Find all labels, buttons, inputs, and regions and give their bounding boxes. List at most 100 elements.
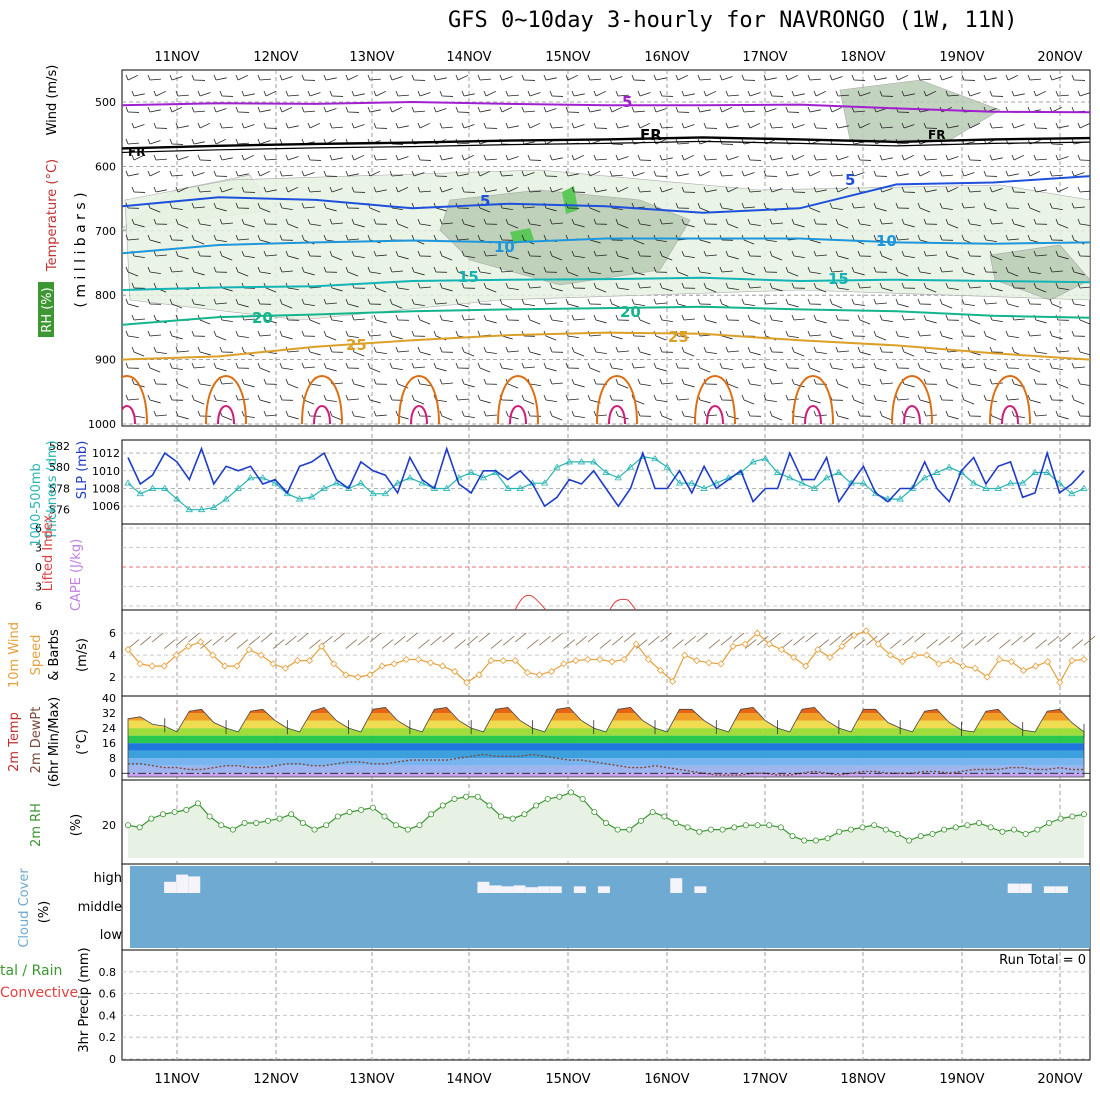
- thickness-point: [271, 479, 279, 486]
- wind-barb: [727, 350, 739, 353]
- wind-barb-flag: [719, 74, 723, 81]
- wind-barb-flag: [719, 170, 723, 177]
- wind-barb-flag: [747, 410, 751, 417]
- wind-barb-flag: [703, 346, 707, 353]
- rh2m-point: [696, 828, 703, 835]
- wind-barb: [903, 154, 915, 161]
- wind-barb-flag: [873, 330, 877, 337]
- wind-barb-flag: [329, 314, 333, 321]
- wind-barb: [985, 367, 997, 372]
- wind-barb-flag: [879, 410, 883, 417]
- wind-barb-flag: [1011, 154, 1015, 161]
- wind-barb: [479, 78, 491, 81]
- wind10m-point: [923, 651, 931, 659]
- wind-barb-flag: [307, 378, 311, 385]
- wind10m-point: [1032, 662, 1040, 670]
- wind-barb: [149, 170, 161, 177]
- wind-barb-flag: [675, 170, 679, 177]
- cape-label: CAPE (J/kg): [69, 539, 84, 611]
- wind-barb-flag: [175, 250, 179, 257]
- wind10m-barb: [1047, 635, 1059, 646]
- wind-barb: [1079, 286, 1090, 289]
- wind-barb: [1029, 78, 1041, 81]
- wind-barb: [347, 271, 359, 277]
- wind10m-barb: [648, 635, 660, 646]
- wind-barb: [149, 367, 161, 373]
- wind-barb-flag: [857, 410, 861, 417]
- wind-barb-flag: [153, 378, 157, 385]
- thickness-point: [246, 474, 255, 481]
- wind-barb-flag: [609, 266, 613, 273]
- wind-barb: [699, 78, 711, 81]
- rh2m-point: [731, 824, 738, 831]
- wind-barb-flag: [791, 346, 795, 353]
- wind-barb-flag: [741, 202, 745, 209]
- wind10m-barb: [248, 635, 261, 646]
- wind-barb-flag: [703, 186, 707, 193]
- wind10m-point: [354, 673, 362, 681]
- wind10-label-b: Speed: [29, 635, 44, 676]
- wind-barb-flag: [879, 218, 883, 225]
- wind-barb-flag: [967, 90, 971, 97]
- wind-barb-flag: [785, 394, 789, 401]
- wind-barb-flag: [725, 346, 729, 353]
- wind-barb-flag: [323, 330, 327, 337]
- wind10m-barb: [551, 632, 563, 643]
- wind-barb-flag: [257, 202, 261, 209]
- wind-barb: [985, 239, 997, 243]
- wind-barb-flag: [521, 362, 525, 369]
- wind-barb-flag: [257, 170, 261, 177]
- wind-barb-flag: [263, 378, 267, 385]
- wind-barb-flag: [873, 202, 877, 209]
- wind-barb-flag: [483, 90, 487, 97]
- wind10m-barb: [999, 639, 1011, 649]
- wind-barb: [881, 126, 893, 129]
- wind-barb-flag: [631, 74, 635, 81]
- wind-barb: [727, 186, 739, 193]
- slp-tick-label: 1008: [92, 482, 120, 495]
- precip-tick-label: 0.2: [99, 1031, 117, 1044]
- wind-barb-flag: [483, 314, 487, 321]
- wind-barb-flag: [323, 234, 327, 241]
- wind10m-barb: [345, 639, 358, 649]
- wind-barb-flag: [873, 170, 877, 177]
- wind-barb: [127, 238, 139, 241]
- wind-barb-flag: [373, 314, 377, 321]
- wind-barb: [793, 93, 805, 97]
- wind-barb-flag: [125, 394, 129, 401]
- wind-barb-flag: [741, 362, 745, 369]
- isotherm-label: 20: [620, 303, 641, 321]
- wind-barb-flag: [307, 250, 311, 257]
- wind-barb-flag: [169, 330, 173, 337]
- wind-barb: [457, 74, 469, 81]
- wind-barb-flag: [835, 378, 839, 385]
- wind-barb: [171, 106, 183, 113]
- wind-barb-flag: [125, 138, 129, 145]
- rh2m-point: [451, 795, 458, 802]
- wind-barb-flag: [131, 282, 135, 289]
- wind-barb-flag: [917, 170, 921, 177]
- wind-barb-flag: [235, 202, 239, 209]
- wind-barb-flag: [345, 74, 349, 81]
- wind10m-frame: [121, 609, 1091, 697]
- wind-barb-flag: [455, 74, 459, 81]
- wind-barb: [1079, 92, 1090, 97]
- wind-barb-flag: [483, 186, 487, 193]
- wind-barb: [683, 318, 695, 321]
- wind-barb: [617, 415, 629, 420]
- wind-barb: [919, 367, 931, 373]
- day-label-top: 17NOV: [742, 50, 787, 65]
- wind-barb: [941, 76, 953, 81]
- wind-barb: [809, 239, 821, 244]
- wind-barb: [485, 319, 497, 324]
- wind-barb-flag: [125, 266, 129, 273]
- temp-tick-label: 40: [102, 692, 116, 705]
- wind-barb-flag: [593, 410, 597, 417]
- wind10m-barb: [950, 632, 963, 643]
- wind-barb-flag: [763, 362, 767, 369]
- rh2m-point: [381, 813, 388, 820]
- wind10m-point: [874, 640, 882, 648]
- rh2m-point: [416, 822, 423, 829]
- wind-barb: [177, 383, 189, 389]
